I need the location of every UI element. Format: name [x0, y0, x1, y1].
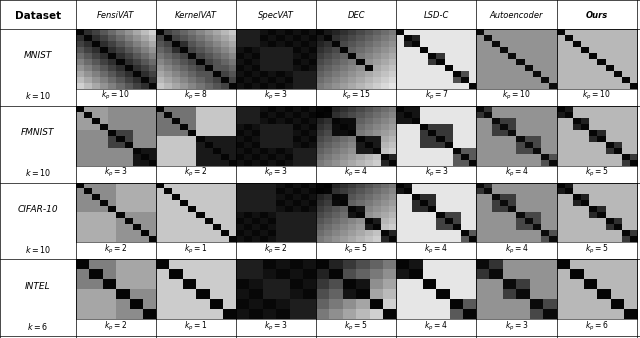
Text: $k_p = 2$: $k_p = 2$	[184, 166, 207, 179]
Text: $k = 10$: $k = 10$	[25, 244, 51, 255]
Text: $k_p = 2$: $k_p = 2$	[104, 243, 127, 256]
Text: $k_p = 3$: $k_p = 3$	[264, 166, 288, 179]
Text: $k_p = 3$: $k_p = 3$	[104, 166, 127, 179]
Text: $k_p = 4$: $k_p = 4$	[504, 243, 529, 256]
Text: $k_p = 4$: $k_p = 4$	[424, 320, 448, 333]
Text: $k_p = 1$: $k_p = 1$	[184, 243, 207, 256]
Text: $k = 6$: $k = 6$	[28, 321, 48, 332]
Text: $k_p = 10$: $k_p = 10$	[582, 89, 611, 102]
Text: $k_p = 15$: $k_p = 15$	[342, 89, 371, 102]
Text: FensiVAT: FensiVAT	[97, 11, 134, 20]
Text: $k_p = 4$: $k_p = 4$	[504, 166, 529, 179]
Text: Ours: Ours	[586, 11, 608, 20]
Text: $k_p = 8$: $k_p = 8$	[184, 89, 207, 102]
Text: $k_p = 5$: $k_p = 5$	[344, 243, 368, 256]
Text: Autoencoder: Autoencoder	[490, 11, 543, 20]
Text: $k = 10$: $k = 10$	[25, 167, 51, 178]
Text: $k_p = 3$: $k_p = 3$	[264, 320, 288, 333]
Text: MNIST: MNIST	[24, 51, 52, 60]
Text: $k_p = 5$: $k_p = 5$	[585, 243, 609, 256]
Text: KernelVAT: KernelVAT	[175, 11, 217, 20]
Text: $k_p = 3$: $k_p = 3$	[264, 89, 288, 102]
Text: INTEL: INTEL	[25, 282, 51, 291]
Text: $k_p = 3$: $k_p = 3$	[505, 320, 529, 333]
Text: $k_p = 5$: $k_p = 5$	[585, 166, 609, 179]
Text: $k_p = 10$: $k_p = 10$	[101, 89, 130, 102]
Text: FMNIST: FMNIST	[21, 128, 54, 137]
Text: $k = 10$: $k = 10$	[25, 90, 51, 101]
Text: CIFAR-10: CIFAR-10	[17, 205, 58, 214]
Text: $k_p = 2$: $k_p = 2$	[104, 320, 127, 333]
Text: $k_p = 4$: $k_p = 4$	[424, 243, 448, 256]
Text: $k_p = 2$: $k_p = 2$	[264, 243, 288, 256]
Text: Dataset: Dataset	[15, 11, 61, 21]
Text: LSD-C: LSD-C	[424, 11, 449, 20]
Text: $k_p = 1$: $k_p = 1$	[184, 320, 207, 333]
Text: $k_p = 5$: $k_p = 5$	[344, 320, 368, 333]
Text: DEC: DEC	[348, 11, 365, 20]
Text: $k_p = 7$: $k_p = 7$	[424, 89, 448, 102]
Text: $k_p = 6$: $k_p = 6$	[585, 320, 609, 333]
Text: SpecVAT: SpecVAT	[258, 11, 294, 20]
Text: $k_p = 3$: $k_p = 3$	[424, 166, 448, 179]
Text: $k_p = 4$: $k_p = 4$	[344, 166, 368, 179]
Text: $k_p = 10$: $k_p = 10$	[502, 89, 531, 102]
